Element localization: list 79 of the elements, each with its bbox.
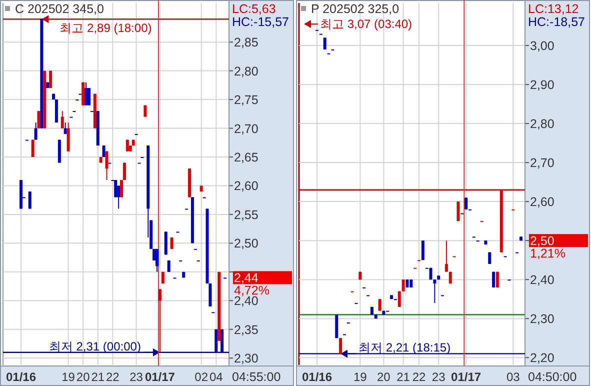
- x-tick-label: 23: [432, 370, 446, 384]
- candlestick: [433, 279, 436, 304]
- y-tick-label: 2,65: [234, 150, 258, 164]
- y-tick-label: 2,50: [234, 236, 258, 251]
- candlestick: [37, 110, 40, 129]
- y-tick-label: 2,60: [530, 195, 554, 210]
- y-tick-label: 2,90: [530, 78, 554, 92]
- ref-line-label: 최고 2,89 (18:00): [60, 21, 152, 36]
- y-tick-label: 2,75: [234, 93, 258, 108]
- candlestick: [421, 240, 424, 261]
- candlestick: [82, 82, 85, 106]
- candlestick: [456, 201, 460, 222]
- x-tick-label: 23: [130, 370, 144, 384]
- candlestick: [398, 290, 401, 308]
- x-tick-label: 02: [194, 370, 208, 384]
- candlestick: [335, 314, 338, 339]
- candlestick: [464, 197, 468, 210]
- x-tick-label: 01/17: [144, 370, 176, 384]
- text: LC:5,63: [232, 2, 276, 16]
- y-tick-label: 3,00: [530, 39, 554, 54]
- y-tick-label: 2,80: [234, 64, 258, 78]
- y-tick-label: 2,40: [530, 273, 554, 288]
- candlestick: [496, 271, 499, 288]
- candlestick: [34, 122, 38, 140]
- candlestick: [156, 248, 158, 272]
- x-tick-label: 22: [412, 370, 426, 384]
- chart-title: P 202502 325,0: [311, 2, 400, 16]
- x-tick-label: 19: [62, 370, 76, 384]
- x-tick-label: 22: [106, 370, 120, 384]
- y-tick-label: 2,30: [530, 312, 554, 326]
- text: HC:-15,57: [232, 15, 290, 29]
- text: LC:13,12: [528, 2, 579, 16]
- candlestick: [492, 271, 496, 288]
- text: 2,44: [234, 271, 258, 286]
- candlestick: [105, 150, 108, 180]
- y-tick-label: 2,80: [530, 117, 554, 132]
- x-tick-label: 21: [91, 370, 105, 384]
- y-tick-label: 2,60: [234, 179, 258, 194]
- x-tick-label: 01/16: [302, 370, 332, 384]
- candlestick: [31, 139, 34, 158]
- y-tick-label: 2,20: [530, 351, 554, 366]
- ref-line-label: 최저 2,31 (00:00): [48, 339, 141, 354]
- candlestick: [220, 328, 224, 353]
- x-tick-label: 01/17: [451, 370, 482, 384]
- y-tick-label: 2,35: [234, 322, 258, 337]
- candlestick: [214, 328, 218, 353]
- x-tick-label: 03: [506, 370, 520, 384]
- x-tick-label: 01/16: [6, 370, 36, 384]
- text: HC:-18,57: [528, 15, 586, 29]
- candlestick: [54, 99, 58, 124]
- y-tick-label: 2,55: [234, 208, 258, 222]
- x-tick-label: 19: [353, 370, 368, 384]
- candlestick: [66, 122, 70, 152]
- text: 1,21%: [530, 246, 566, 261]
- x-tick-label: 04: [209, 370, 224, 384]
- text: 04:50:00: [528, 370, 577, 384]
- candlestick: [378, 298, 382, 312]
- candlestick: [102, 146, 106, 157]
- ref-line-label: 최저 2,21 (18:15): [358, 340, 451, 355]
- candlestick: [444, 240, 448, 272]
- y-tick-label: 2,30: [234, 352, 258, 366]
- candlestick: [339, 338, 342, 354]
- y-tick-label: 2,70: [234, 122, 258, 136]
- candlestick: [323, 37, 326, 50]
- x-tick-label: 21: [396, 370, 410, 384]
- candlestick: [84, 82, 88, 106]
- text: 4,72%: [234, 284, 270, 298]
- y-tick-label: 2,70: [530, 156, 554, 170]
- candlestick: [122, 162, 126, 180]
- candlestick: [164, 231, 168, 256]
- candlestick: [60, 110, 64, 129]
- x-tick-label: 20: [377, 370, 391, 384]
- y-tick-label: 2,85: [234, 36, 258, 50]
- candlestick: [402, 279, 405, 292]
- x-tick-label: 20: [76, 370, 90, 384]
- text: 04:55:00: [232, 370, 281, 384]
- annotation: 최고 3,07 (03:40): [320, 17, 412, 31]
- candlestick: [158, 288, 162, 353]
- chart-title: C 202502 345,0: [15, 2, 104, 16]
